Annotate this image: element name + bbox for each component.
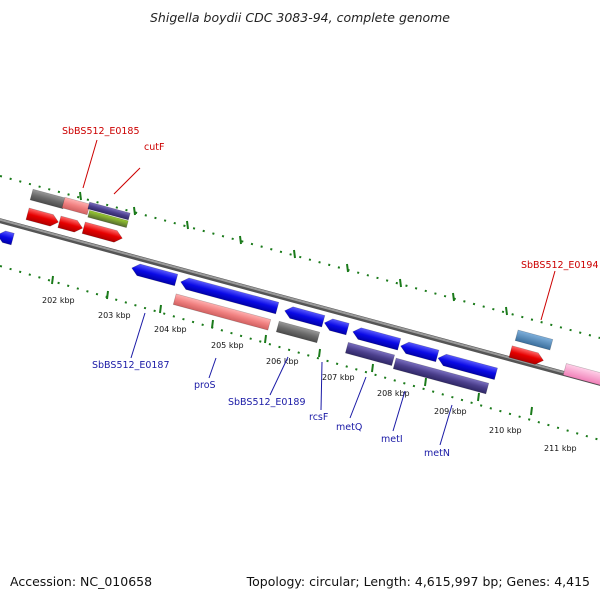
feature-purple-1: [87, 201, 131, 221]
feature-rev-7: [437, 353, 498, 381]
scale-guide-outer: [0, 175, 600, 339]
scale-tick: [159, 304, 162, 314]
scale-tick-label: 207 kbp: [322, 373, 355, 382]
feature-pseudo-1: [29, 188, 67, 210]
feature-fwd-3: [81, 221, 123, 243]
scale-tick: [51, 275, 54, 285]
gene-label-sbbs512-e0185: SbBS512_E0185: [62, 126, 140, 137]
scale-tick: [346, 263, 349, 273]
scale-tick-label: 211 kbp: [544, 444, 577, 453]
feature-rev-6: [400, 341, 440, 363]
gene-label-sbbs512-e0189: SbBS512_E0189: [228, 397, 306, 408]
gene-label-metn: metN: [424, 448, 450, 459]
scale-tick: [399, 278, 402, 288]
scale-tick: [452, 292, 455, 302]
genome-summary: Topology: circular; Length: 4,615,997 bp…: [246, 574, 590, 589]
feature-olive-1: [87, 210, 129, 228]
gene-label-pros: proS: [194, 380, 216, 391]
scale-tick: [186, 220, 189, 230]
scale-tick-label: 208 kbp: [377, 389, 410, 398]
scale-tick: [211, 319, 214, 329]
feature-steelblue-1: [514, 329, 554, 351]
scale-tick: [505, 306, 508, 316]
scale-tick: [477, 392, 480, 402]
scale-tick-label: 206 kbp: [266, 357, 299, 366]
scale-tick-label: 202 kbp: [42, 296, 75, 305]
scale-tick: [106, 290, 109, 300]
feature-lightpink-1: [562, 363, 600, 387]
feature-purple-3: [392, 357, 490, 395]
feature-purple-2: [345, 342, 395, 366]
accession-label: Accession: NC_010658: [10, 574, 153, 589]
scale-tick: [133, 206, 136, 216]
feature-rev-3: [284, 306, 326, 328]
feature-fwd-1: [25, 207, 59, 227]
gene-label-rcsf: rcsF: [309, 412, 328, 423]
scale-major-ticks: [51, 191, 533, 416]
gene-label-sbbs512-e0194: SbBS512_E0194: [521, 260, 599, 271]
scale-tick: [79, 191, 82, 201]
scale-tick: [318, 348, 321, 358]
gene-label-cutf: cutF: [144, 142, 164, 153]
feature-rev-5: [352, 327, 402, 351]
genome-backbone: [0, 218, 600, 386]
gene-features: [0, 188, 600, 395]
scale-tick: [264, 334, 267, 344]
gene-labels: SbBS512_E0185 cutF SbBS512_E0194 SbBS512…: [62, 126, 599, 459]
scale-guide-inner: [0, 265, 600, 441]
feature-fwd-4: [508, 345, 544, 365]
gene-label-metq: metQ: [336, 422, 362, 433]
feature-rev-0: [0, 230, 15, 246]
scale-tick: [424, 377, 427, 387]
gene-label-sbbs512-e0187: SbBS512_E0187: [92, 360, 170, 371]
feature-rrna-2: [172, 293, 272, 331]
scale-tick-labels: 202 kbp 203 kbp 204 kbp 205 kbp 206 kbp 207 k…: [42, 296, 577, 453]
scale-tick: [530, 406, 533, 416]
scale-tick: [371, 363, 374, 373]
scale-tick-label: 205 kbp: [211, 341, 244, 350]
map-title: Shigella boydii CDC 3083-94, complete ge…: [149, 10, 451, 25]
feature-pseudo-2: [275, 320, 321, 344]
scale-tick-label: 204 kbp: [154, 325, 187, 334]
scale-tick: [293, 249, 296, 259]
scale-tick-label: 203 kbp: [98, 311, 131, 320]
feature-rev-1: [131, 263, 179, 287]
feature-fwd-2: [57, 215, 84, 233]
feature-rrna-1: [61, 196, 91, 216]
label-leaders: [82, 139, 556, 446]
scale-tick-label: 210 kbp: [489, 426, 522, 435]
gene-label-meti: metI: [381, 434, 403, 445]
scale-tick: [239, 235, 242, 245]
feature-rev-4: [323, 318, 350, 336]
feature-rev-2: [180, 277, 280, 315]
